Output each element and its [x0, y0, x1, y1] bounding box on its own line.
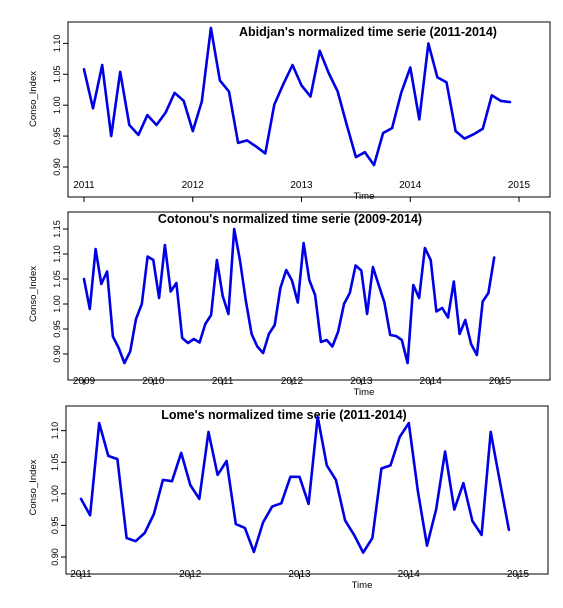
- x-tick-label: 2013: [350, 376, 373, 387]
- x-tick-label: 2011: [212, 376, 234, 387]
- x-tick-label: 2013: [288, 569, 311, 580]
- y-tick-label: 1.15: [52, 220, 62, 238]
- plot-frame: [65, 405, 549, 575]
- x-tick-label: 2014: [420, 376, 443, 387]
- chart-title: Abidjan's normalized time serie (2011-20…: [239, 25, 497, 39]
- x-tick-label: 2010: [142, 376, 165, 387]
- x-axis-label: Time: [354, 191, 375, 202]
- x-tick-label: 2012: [179, 569, 202, 580]
- y-tick-label: 1.00: [52, 96, 62, 114]
- plot-frame: [67, 21, 551, 198]
- series-line-1: [79, 415, 511, 554]
- chart-panel-3: Lome's normalized time serie (2011-2014)…: [28, 405, 549, 591]
- x-axis-label: Time: [352, 580, 373, 591]
- y-tick-label: 0.90: [52, 158, 62, 176]
- x-axis-label: Time: [354, 387, 375, 398]
- y-tick-label: 1.00: [50, 485, 60, 503]
- y-axis-label: Conso_Index: [28, 266, 39, 322]
- y-tick-label: 1.05: [52, 270, 62, 288]
- chart-title: Lome's normalized time serie (2011-2014): [161, 408, 406, 422]
- x-tick-label: 2012: [182, 180, 205, 191]
- y-tick-label: 1.10: [52, 35, 62, 53]
- chart-title: Cotonou's normalized time serie (2009-20…: [158, 212, 422, 226]
- x-tick-label: 2013: [290, 180, 313, 191]
- y-tick-label: 1.00: [52, 295, 62, 313]
- series-line-1: [82, 26, 512, 167]
- x-tick-label: 2015: [507, 569, 530, 580]
- y-tick-label: 1.05: [50, 453, 60, 471]
- x-tick-label: 2009: [73, 376, 96, 387]
- y-tick-label: 0.95: [52, 320, 62, 338]
- y-tick-label: 0.95: [50, 517, 60, 535]
- x-tick-label: 2011: [70, 569, 92, 580]
- series-line-1: [82, 227, 496, 365]
- x-tick-label: 2011: [73, 180, 95, 191]
- chart-panel-2: Cotonou's normalized time serie (2009-20…: [28, 211, 551, 398]
- y-tick-label: 0.90: [52, 345, 62, 363]
- y-tick-label: 0.90: [50, 548, 60, 566]
- y-axis-label: Conso_Index: [28, 459, 39, 515]
- y-tick-label: 1.05: [52, 66, 62, 84]
- y-tick-label: 1.10: [50, 422, 60, 440]
- chart-panel-1: Abidjan's normalized time serie (2011-20…: [28, 21, 551, 202]
- x-tick-label: 2014: [399, 180, 422, 191]
- y-axis-label: Conso_Index: [28, 71, 39, 127]
- x-tick-label: 2012: [281, 376, 304, 387]
- y-tick-label: 1.10: [52, 245, 62, 263]
- plot-frame: [67, 211, 551, 381]
- x-tick-label: 2014: [398, 569, 421, 580]
- y-tick-label: 0.95: [52, 127, 62, 145]
- x-tick-label: 2015: [508, 180, 531, 191]
- x-tick-label: 2015: [489, 376, 512, 387]
